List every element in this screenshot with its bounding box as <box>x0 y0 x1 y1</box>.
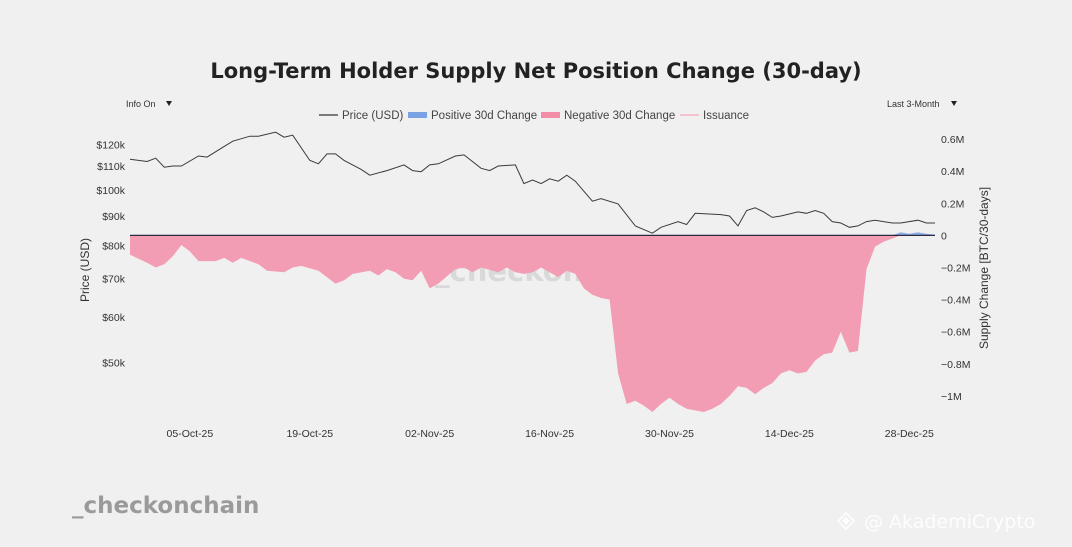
right-tick-label: −0.2M <box>941 263 970 275</box>
right-tick-label: 0.2M <box>941 198 964 210</box>
left-axis-ticks: $50k $60k $70k $80k $90k $100k $110k $120k <box>96 139 125 369</box>
legend-label: Negative 30d Change <box>564 110 675 122</box>
legend-item[interactable]: Issuance <box>680 110 749 122</box>
info-toggle[interactable]: Info On <box>126 99 172 109</box>
legend-label: Issuance <box>703 110 749 122</box>
diamond-logo-icon <box>836 511 856 531</box>
legend-label: Positive 30d Change <box>431 110 537 122</box>
plot-area <box>129 131 935 412</box>
negative-change-area <box>130 235 935 412</box>
legend-item[interactable]: Negative 30d Change <box>541 110 675 122</box>
info-toggle-label: Info On <box>126 99 156 109</box>
legend-item[interactable]: Positive 30d Change <box>408 110 537 122</box>
x-tick-label: 16-Nov-25 <box>525 428 574 440</box>
x-axis-ticks: 05-Oct-25 19-Oct-25 02-Nov-25 16-Nov-25 30-N… <box>167 428 934 440</box>
left-tick-label: $80k <box>102 240 126 252</box>
right-tick-label: 0 <box>941 230 947 242</box>
bottom-right-watermark: @ AkademiCrypto <box>836 511 1035 533</box>
x-tick-label: 30-Nov-25 <box>645 428 694 440</box>
bottom-left-watermark: _checkonchain <box>72 493 259 519</box>
right-tick-label: −1M <box>941 391 962 403</box>
price-line <box>129 131 935 234</box>
left-tick-label: $120k <box>96 139 125 151</box>
legend-swatch <box>408 112 427 118</box>
left-tick-label: $100k <box>96 185 125 197</box>
left-tick-label: $70k <box>102 274 126 286</box>
legend-item[interactable]: Price (USD) <box>319 110 404 122</box>
right-tick-label: −0.8M <box>941 359 970 371</box>
legend-label: Price (USD) <box>342 110 404 122</box>
left-tick-label: $90k <box>102 211 126 223</box>
left-tick-label: $50k <box>102 357 126 369</box>
x-tick-label: 14-Dec-25 <box>765 428 814 440</box>
range-selector[interactable]: Last 3-Month <box>887 99 957 109</box>
right-tick-label: −0.4M <box>941 295 970 307</box>
x-tick-label: 02-Nov-25 <box>405 428 454 440</box>
x-tick-label: 28-Dec-25 <box>885 428 934 440</box>
chart-title: Long-Term Holder Supply Net Position Cha… <box>210 59 861 83</box>
right-tick-label: 0.6M <box>941 134 964 146</box>
info-toggle-chevron-down-icon <box>166 101 172 106</box>
left-axis-title: Price (USD) <box>78 238 92 302</box>
right-tick-label: 0.4M <box>941 166 964 178</box>
left-tick-label: $60k <box>102 312 126 324</box>
x-tick-label: 05-Oct-25 <box>167 428 214 440</box>
left-tick-label: $110k <box>97 161 126 173</box>
bottom-right-watermark-text: @ AkademiCrypto <box>864 511 1035 533</box>
right-tick-label: −0.6M <box>941 327 970 339</box>
legend-swatch <box>541 112 560 118</box>
right-axis-title: Supply Change [BTC/30-days] <box>977 187 991 349</box>
range-selector-chevron-down-icon <box>951 101 957 106</box>
right-axis-ticks: 0.6M 0.4M 0.2M 0 −0.2M −0.4M −0.6M −0.8M −1M <box>941 134 970 403</box>
x-tick-label: 19-Oct-25 <box>286 428 333 440</box>
chart-legend: Price (USD) Positive 30d Change Negative 3… <box>319 110 749 122</box>
range-selector-label: Last 3-Month <box>887 99 940 109</box>
